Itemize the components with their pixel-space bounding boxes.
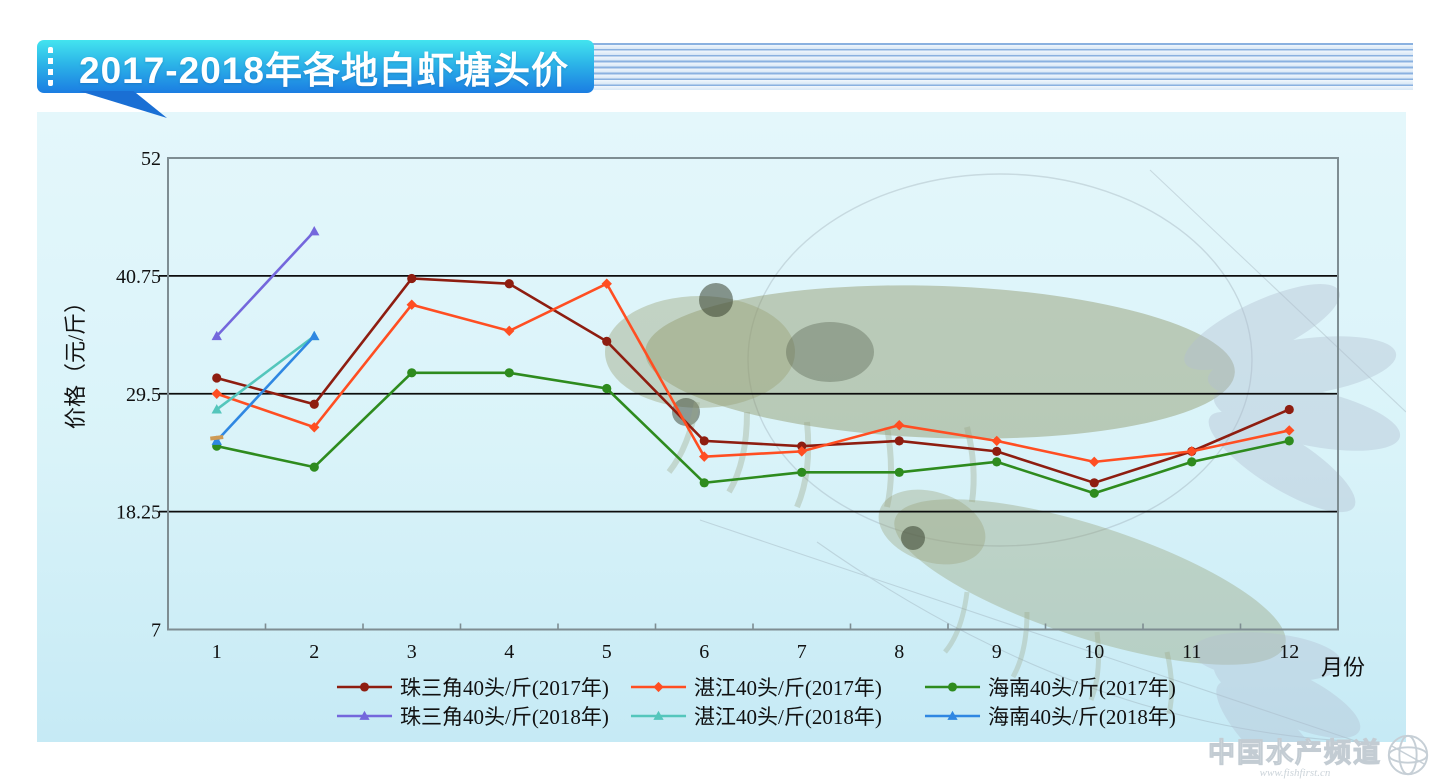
circle-marker-icon (336, 682, 393, 692)
x-tick-label: 1 (212, 641, 222, 663)
x-tick-label: 5 (602, 641, 612, 663)
y-tick-label: 40.75 (116, 266, 161, 288)
legend-label: 海南40头/斤(2018年) (988, 705, 1176, 729)
brand-watermark: 中国水产频道 www.fishfirst.cn (1208, 731, 1431, 779)
legend-item-5: 海南40头/斤(2018年) (924, 702, 1234, 730)
x-tick-label: 10 (1084, 641, 1104, 663)
series-line-1 (211, 278, 1295, 468)
globe-icon (1387, 734, 1429, 776)
legend-label: 湛江40头/斤(2017年) (694, 676, 882, 700)
banner-dashed-line-icon (48, 47, 53, 86)
page-title: 2017-2018年各地白虾塘头价 (79, 49, 569, 91)
shrimp-photo-watermark (605, 169, 1406, 742)
x-tick-label: 12 (1279, 641, 1299, 663)
x-axis-title: 月份 (1321, 655, 1365, 680)
overlap-dash-marker (210, 434, 224, 441)
x-tick-label: 2 (309, 641, 319, 663)
legend-item-2: 海南40头/斤(2017年) (924, 673, 1234, 701)
diamond-marker-icon (630, 681, 687, 693)
x-tick-label: 3 (407, 641, 417, 663)
y-tick-label: 29.5 (126, 384, 161, 406)
legend-item-4: 湛江40头/斤(2018年) (630, 702, 924, 730)
legend-item-1: 湛江40头/斤(2017年) (630, 673, 924, 701)
small-shrimp (878, 489, 1361, 742)
header-pinstripes (560, 43, 1413, 90)
legend-item-3: 珠三角40头/斤(2018年) (336, 702, 630, 730)
x-tick-label: 7 (797, 641, 807, 663)
brand-name: 中国水产频道 (1208, 738, 1382, 769)
triangle-marker-icon (630, 710, 687, 720)
legend-label: 珠三角40头/斤(2018年) (400, 705, 609, 729)
y-tick-label: 18.25 (116, 502, 161, 524)
legend-label: 珠三角40头/斤(2017年) (400, 676, 609, 700)
y-tick-label: 7 (151, 620, 161, 642)
big-shrimp (605, 283, 1401, 513)
series-line-3 (211, 225, 320, 341)
chart-legend: 珠三角40头/斤(2017年) 湛江40头/斤(2017年) 海南40头/斤(201… (336, 673, 1234, 730)
chart-panel: 7 18.25 29.5 40.75 52 1 2 3 4 5 6 7 8 9 10 11 12 价格（元/斤）月… (37, 112, 1406, 742)
x-tick-label: 11 (1182, 641, 1201, 663)
brand-url: www.fishfirst.cn (1259, 767, 1331, 779)
x-tick-label: 6 (699, 641, 709, 663)
circle-marker-icon (924, 682, 981, 692)
series-line-2 (212, 368, 1294, 498)
title-banner: 2017-2018年各地白虾塘头价 (37, 40, 594, 93)
y-axis-title: 价格（元/斤） (63, 291, 88, 429)
x-tick-label: 4 (504, 641, 514, 663)
series-line-0 (212, 273, 1294, 488)
legend-label: 海南40头/斤(2017年) (988, 676, 1176, 700)
x-tick-label: 8 (894, 641, 904, 663)
triangle-marker-icon (924, 710, 981, 720)
legend-label: 湛江40头/斤(2018年) (694, 705, 882, 729)
x-tick-label: 9 (992, 641, 1002, 663)
y-tick-label: 52 (141, 148, 161, 170)
series-line-5 (211, 330, 320, 445)
legend-item-0: 珠三角40头/斤(2017年) (336, 673, 630, 701)
triangle-marker-icon (336, 710, 393, 720)
